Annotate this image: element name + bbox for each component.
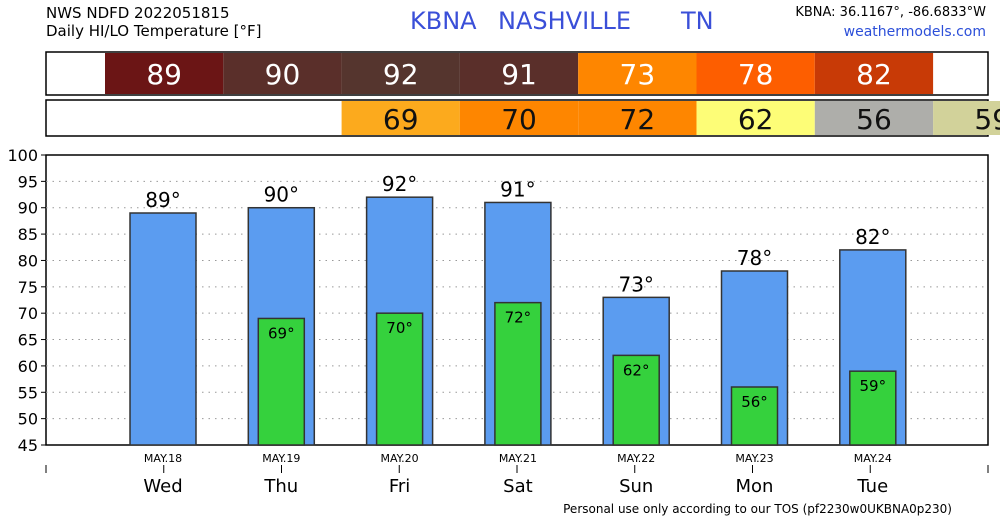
y-tick-label: 55: [18, 383, 38, 402]
lo-cell: [459, 101, 579, 135]
date-label: MAY.20: [381, 452, 419, 465]
day-label: Mon: [736, 476, 774, 497]
station-name: NASHVILLE: [498, 7, 632, 35]
lo-cell-value: 69: [383, 103, 419, 136]
day-label: Sun: [619, 476, 653, 497]
hi-cell-value: 73: [620, 58, 656, 91]
hi-bar-label: 92°: [382, 172, 417, 196]
lo-cell: [578, 101, 697, 135]
hi-bar-label: 89°: [145, 188, 180, 212]
lo-bar-label: 72°: [505, 309, 532, 327]
hi-bar-label: 73°: [618, 272, 653, 296]
y-tick-label: 50: [18, 410, 38, 429]
temperature-tables: 89 90 92 91 73 78 82 69 70 72 62 56 59: [45, 51, 1000, 137]
lo-cell-value: 70: [501, 103, 537, 136]
hi-cell-value: 90: [265, 58, 301, 91]
lo-cell-value: 59: [974, 103, 1000, 136]
lo-bar: [730, 386, 779, 446]
y-tick-label: 85: [18, 225, 38, 244]
date-label: MAY.22: [617, 452, 655, 465]
lo-bar-label: 62°: [623, 361, 650, 379]
hi-cell: [696, 53, 815, 94]
date-label: MAY.19: [262, 452, 300, 465]
station-state: TN: [681, 7, 714, 35]
y-tick-label: 70: [18, 304, 38, 323]
day-label: Tue: [856, 476, 888, 497]
lo-bar-label: 69°: [268, 324, 295, 342]
tos-notice: Personal use only according to our TOS (…: [563, 502, 952, 516]
lo-cell: [341, 101, 460, 135]
lo-bar: [849, 370, 897, 446]
hi-cell: [341, 53, 460, 94]
hi-cell-value: 89: [146, 58, 182, 91]
date-label: MAY.24: [854, 452, 892, 465]
site-link[interactable]: weathermodels.com: [843, 24, 986, 40]
lo-cell: [933, 101, 1000, 135]
hi-bar: [129, 212, 197, 446]
y-tick-label: 65: [18, 331, 38, 350]
hi-bar-label: 82°: [855, 225, 890, 249]
lo-cell-value: 72: [620, 103, 656, 136]
lo-bar-label: 59°: [860, 377, 887, 395]
lo-bar: [257, 317, 306, 446]
hi-cell: [814, 53, 934, 94]
lo-cell-value: 62: [738, 103, 774, 136]
day-label: Fri: [389, 476, 410, 497]
chart-subtitle: Daily HI/LO Temperature [°F]: [46, 22, 262, 40]
y-tick-label: 100: [7, 146, 38, 165]
lo-cell-value: 56: [856, 103, 892, 136]
hi-cell-value: 91: [501, 58, 537, 91]
hi-cell: [578, 53, 697, 94]
hi-bar-label: 78°: [737, 246, 772, 270]
y-tick-label: 95: [18, 172, 38, 191]
model-run-label: NWS NDFD 2022051815: [46, 4, 230, 22]
lo-bar-label: 70°: [386, 319, 413, 337]
lo-cell: [814, 101, 934, 135]
plot-area: 45 50 55 60 65 70 75 80 85 90 95 100 89° MAY.18 Wed 90°…: [7, 146, 989, 497]
lo-bar: [494, 301, 542, 446]
station-coordinates: KBNA: 36.1167°, -86.6833°W: [795, 5, 986, 20]
lo-cell: [696, 101, 815, 135]
hi-bar-label: 91°: [500, 177, 535, 201]
hi-cell-value: 92: [383, 58, 419, 91]
y-tick-label: 60: [18, 357, 38, 376]
station-id: KBNA: [410, 7, 477, 35]
hi-cell: [223, 53, 342, 94]
y-tick-label: 45: [18, 436, 38, 455]
day-label: Sat: [503, 476, 533, 497]
date-label: MAY.23: [735, 452, 773, 465]
hi-cell-value: 82: [856, 58, 892, 91]
y-tick-label: 90: [18, 199, 38, 218]
day-label: Wed: [143, 476, 182, 497]
date-label: MAY.18: [144, 452, 182, 465]
lo-bar: [612, 354, 660, 446]
lo-bar-label: 56°: [741, 393, 768, 411]
y-tick-label: 75: [18, 278, 38, 297]
date-label: MAY.21: [499, 452, 537, 465]
hi-bar-label: 90°: [264, 183, 299, 207]
hi-cell: [105, 53, 224, 94]
y-tick-label: 80: [18, 251, 38, 270]
hi-cell-value: 78: [738, 58, 774, 91]
hi-cell: [459, 53, 579, 94]
day-label: Thu: [263, 476, 298, 497]
lo-bar: [375, 312, 424, 446]
